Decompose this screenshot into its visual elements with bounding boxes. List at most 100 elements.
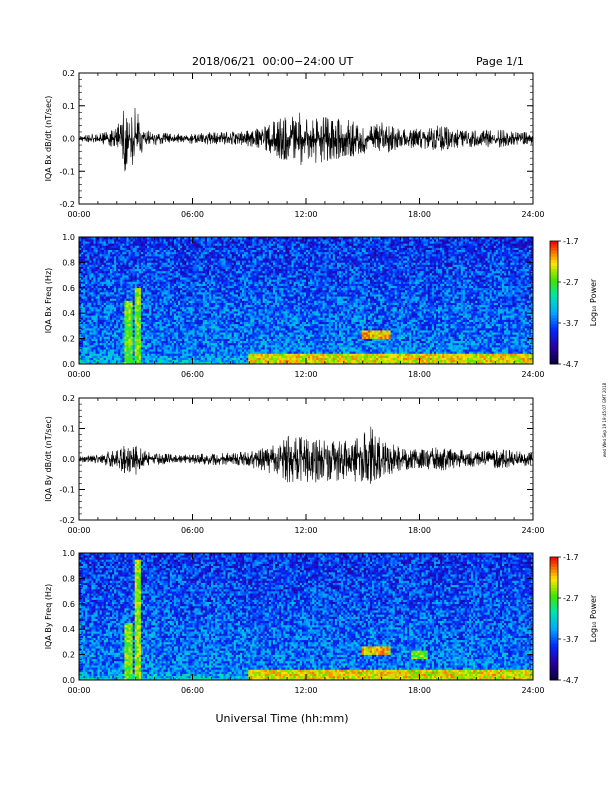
power-cell [171, 245, 175, 248]
power-cell [231, 243, 235, 246]
power-cell [215, 361, 218, 365]
power-cell [109, 306, 113, 310]
power-cell [89, 300, 92, 303]
power-cell [142, 306, 146, 310]
power-cell [167, 330, 171, 333]
power-cell [244, 239, 247, 242]
power-cell [200, 300, 204, 303]
power-cell [93, 243, 96, 246]
power-cell [188, 357, 191, 361]
power-cell [138, 251, 142, 255]
power-cell [99, 347, 102, 350]
power-cell [134, 336, 138, 339]
power-cell [114, 300, 117, 303]
power-cell [246, 338, 249, 342]
power-cell [95, 306, 98, 310]
power-cell [231, 258, 235, 261]
power-cell [81, 243, 84, 246]
power-cell [182, 313, 185, 316]
power-cell [138, 272, 142, 276]
power-cell [202, 264, 206, 267]
power-cell [239, 275, 243, 278]
power-cell [237, 325, 241, 329]
power-cell [101, 361, 105, 365]
power-cell [190, 332, 193, 335]
power-cell [206, 283, 210, 286]
power-cell [231, 251, 235, 255]
power-cell [79, 300, 82, 303]
power-cell [227, 313, 230, 316]
power-cell [134, 281, 138, 284]
power-cell [192, 311, 195, 314]
power-cell [120, 304, 123, 308]
power-cell [134, 247, 138, 250]
power-cell [153, 292, 156, 295]
power-cell [239, 277, 243, 280]
power-cell [231, 355, 235, 358]
power-cell [175, 334, 179, 337]
power-cell [217, 311, 220, 314]
power-cell [81, 361, 84, 365]
power-cell [211, 347, 214, 350]
power-cell [103, 338, 107, 342]
power-cell [89, 313, 92, 316]
power-cell [81, 292, 84, 295]
power-cell [99, 328, 102, 331]
power-cell [180, 292, 183, 295]
power-cell [211, 283, 214, 286]
power-cell [103, 289, 107, 293]
power-cell [161, 247, 164, 250]
power-cell [126, 317, 129, 320]
power-cell [83, 311, 86, 314]
power-cell [217, 266, 220, 270]
power-cell [155, 275, 158, 278]
power-cell [198, 260, 202, 263]
power-cell [227, 251, 230, 255]
power-cell [178, 268, 181, 272]
power-cell [109, 311, 113, 314]
power-cell [145, 347, 148, 350]
power-cell [107, 336, 111, 339]
power-cell [93, 340, 96, 344]
power-cell [147, 247, 150, 250]
power-cell [89, 247, 92, 250]
power-cell [126, 289, 129, 293]
power-cell [120, 311, 123, 314]
power-cell [237, 285, 241, 289]
power-cell [159, 241, 162, 244]
power-cell [93, 308, 96, 312]
power-cell [109, 347, 113, 350]
power-cell [114, 281, 117, 284]
power-cell [237, 241, 241, 244]
power-cell [194, 357, 197, 361]
power-cell [124, 237, 127, 240]
power-cell [167, 243, 171, 246]
power-cell [219, 283, 222, 286]
power-cell [229, 243, 233, 246]
power-cell [149, 243, 152, 246]
power-cell [151, 237, 154, 240]
power-cell [147, 302, 150, 306]
power-cell [157, 313, 160, 316]
power-cell [81, 311, 84, 314]
power-cell [175, 342, 179, 346]
power-cell [194, 359, 197, 363]
power-cell [107, 323, 111, 327]
power-cell [120, 357, 123, 361]
power-cell [194, 287, 197, 291]
power-cell [151, 323, 154, 327]
power-cell [136, 279, 140, 282]
power-cell [225, 256, 228, 259]
power-cell [167, 266, 171, 270]
power-cell [188, 323, 191, 327]
power-cell [223, 294, 226, 297]
power-cell [107, 313, 111, 316]
power-cell [225, 266, 228, 270]
power-cell [85, 249, 88, 253]
power-cell [161, 330, 164, 333]
power-cell [95, 319, 98, 322]
power-cell [105, 268, 109, 272]
power-cell [128, 266, 131, 270]
power-cell [136, 342, 140, 346]
power-cell [155, 243, 158, 246]
